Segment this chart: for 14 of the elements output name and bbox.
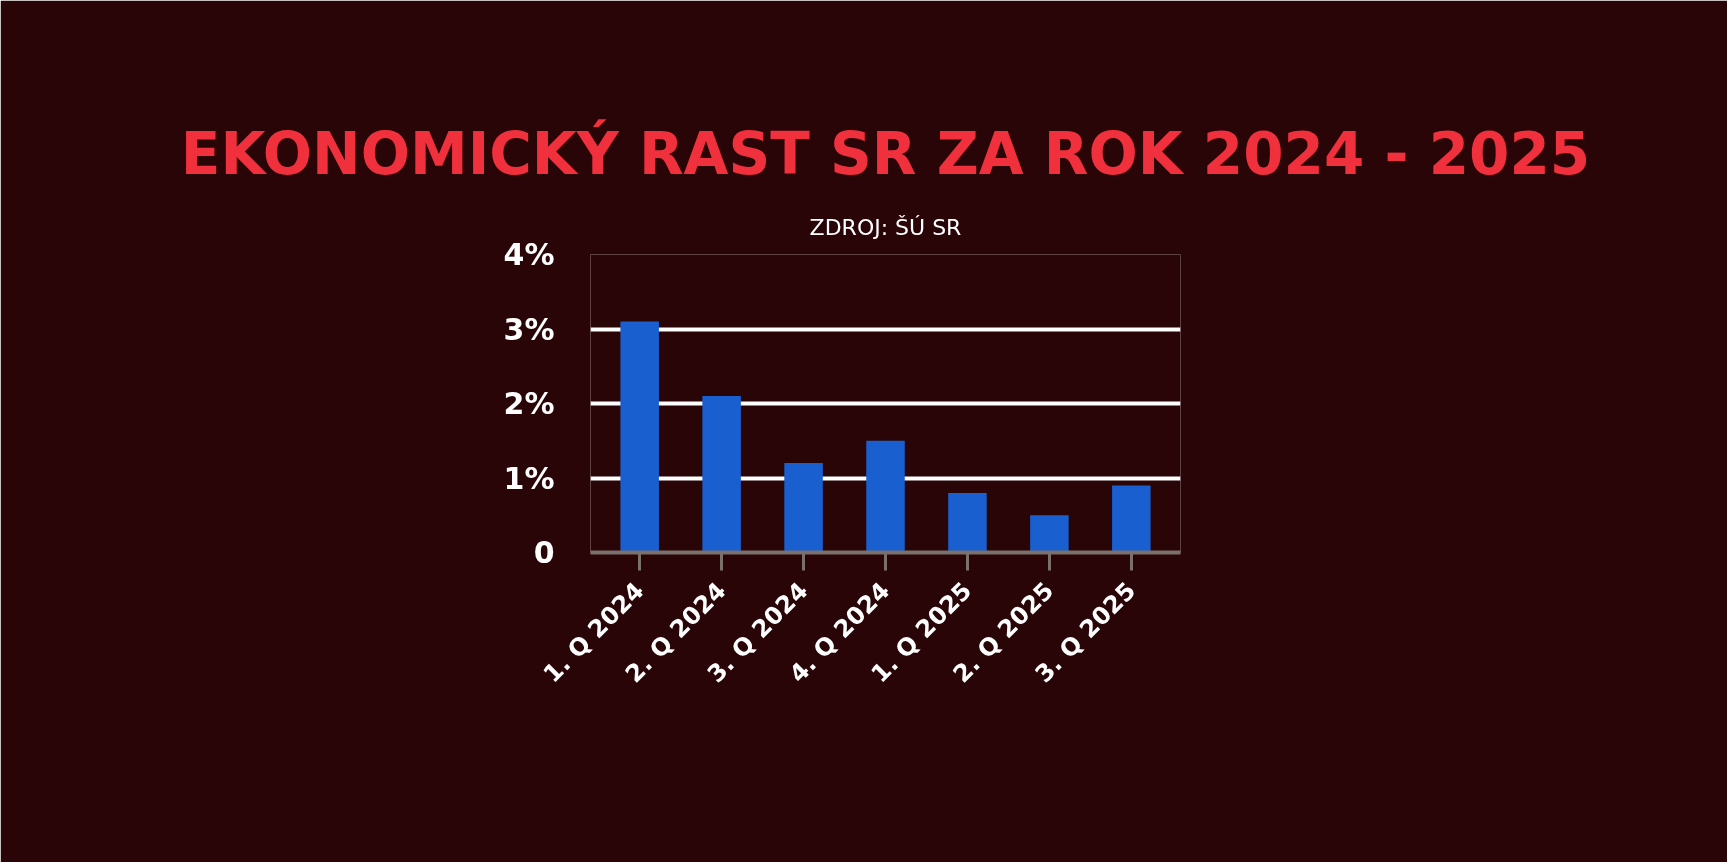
y-tick-label: 0 <box>533 535 555 570</box>
bar <box>784 463 823 553</box>
text: ZDROJ: ŠÚ SR <box>809 214 962 240</box>
bar <box>1112 485 1151 553</box>
y-tick-label: 4% <box>503 237 555 272</box>
bar <box>1030 515 1069 553</box>
y-tick-label: 1% <box>503 460 555 496</box>
bar <box>948 492 987 553</box>
bar <box>866 440 905 553</box>
y-tick-label: 3% <box>503 311 555 347</box>
bar <box>620 321 659 553</box>
chart-title: EKONOMICKÝ RAST SR ZA ROK 2024 - 2025 <box>180 118 1591 188</box>
bar <box>702 396 741 553</box>
y-tick-label: 2% <box>503 386 555 421</box>
